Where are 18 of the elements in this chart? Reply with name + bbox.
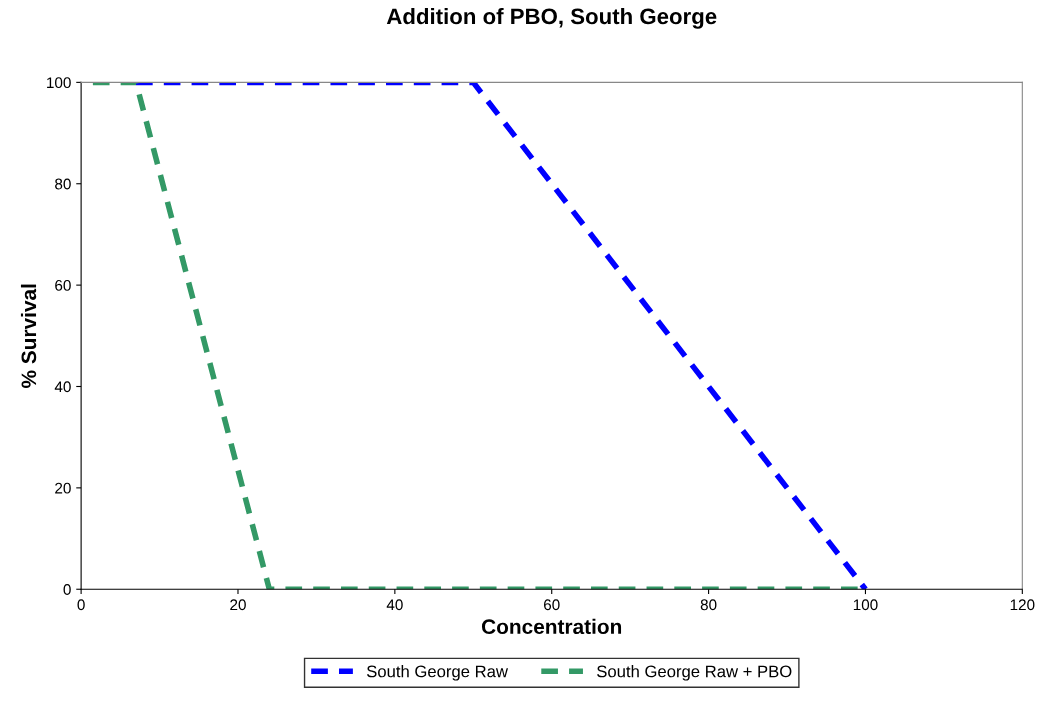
x-tick-label: 40 (386, 599, 403, 611)
legend-label: South George Raw + PBO (597, 665, 792, 681)
y-tick-label: 40 (54, 381, 71, 393)
y-tick-label: 20 (55, 482, 71, 494)
x-tick-label: 120 (1010, 599, 1035, 611)
x-axis-title: Concentration (481, 618, 622, 635)
legend-label: South George Raw (366, 665, 509, 681)
chart-title: Addition of PBO, South George (386, 7, 717, 29)
y-tick-label: 80 (55, 178, 71, 190)
y-axis-title: % Survival (20, 284, 37, 388)
x-tick-label: 0 (77, 599, 85, 611)
x-tick-label: 60 (544, 599, 560, 611)
x-tick-label: 80 (700, 599, 717, 611)
x-tick-label: 100 (853, 599, 878, 611)
y-tick-label: 60 (55, 279, 71, 291)
y-tick-label: 0 (63, 584, 71, 595)
y-tick-label: 100 (47, 77, 71, 89)
x-tick-label: 20 (230, 599, 246, 611)
